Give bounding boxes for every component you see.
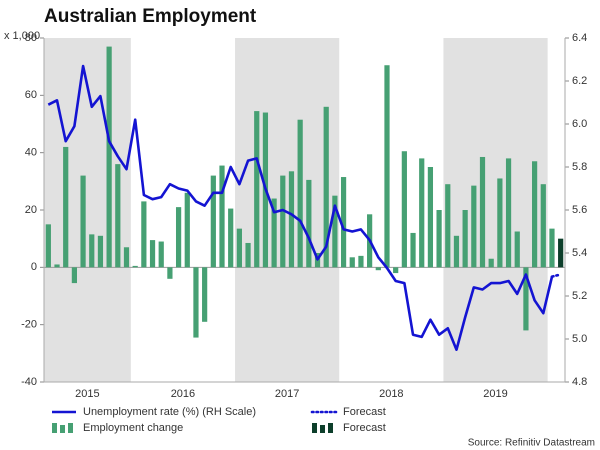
- legend-label: Employment change: [83, 422, 183, 434]
- y-tick-label: 20: [25, 204, 37, 216]
- bar: [401, 151, 407, 268]
- bar: [349, 257, 355, 268]
- bar: [97, 235, 104, 268]
- bar: [202, 267, 208, 322]
- plot-layer: [44, 38, 548, 382]
- bar: [427, 167, 434, 268]
- y-tick-label: 60: [25, 89, 37, 101]
- bar: [132, 265, 138, 268]
- bar: [245, 242, 251, 268]
- line: [47, 64, 554, 351]
- y2-tick-label: 6.0: [572, 118, 587, 130]
- x-tick-label: 2016: [171, 388, 195, 400]
- bar: [410, 232, 416, 268]
- legend-icon: [60, 425, 65, 433]
- bar: [393, 267, 399, 274]
- legend-icon: [328, 423, 333, 433]
- bar: [497, 178, 503, 268]
- line: [550, 273, 562, 278]
- bar: [375, 267, 381, 271]
- legend-label: Forecast: [343, 422, 386, 434]
- bar: [436, 210, 442, 268]
- bar: [549, 228, 555, 268]
- bar: [271, 198, 277, 268]
- bar: [488, 258, 494, 268]
- x-tick-label: 2015: [75, 388, 99, 400]
- legend-label: Forecast: [343, 406, 386, 418]
- y-tick-label: 40: [25, 147, 37, 159]
- bar: [210, 175, 216, 268]
- bar: [54, 264, 60, 268]
- bar: [175, 207, 182, 268]
- bar: [306, 179, 312, 268]
- y2-tick-label: 6.4: [572, 32, 587, 44]
- bar: [106, 46, 112, 268]
- bar: [123, 247, 130, 268]
- bar: [471, 185, 477, 268]
- bar: [158, 241, 164, 268]
- bar: [505, 158, 512, 268]
- bar: [558, 238, 564, 268]
- bar: [445, 184, 451, 268]
- bar: [453, 235, 460, 268]
- bar: [141, 201, 147, 268]
- year-band: [235, 38, 340, 382]
- source: Source: Refinitiv Datastream: [468, 438, 595, 449]
- bar: [419, 158, 425, 268]
- bar: [236, 228, 242, 268]
- bar: [167, 267, 173, 279]
- bar: [479, 156, 486, 268]
- y-tick-label: 80: [25, 32, 37, 44]
- y2-tick-label: 6.2: [572, 75, 587, 87]
- y-tick-label: -20: [21, 319, 37, 331]
- bar: [63, 146, 69, 268]
- bar: [340, 177, 347, 268]
- bar: [462, 210, 468, 268]
- legend-label: Unemployment rate (%) (RH Scale): [83, 406, 256, 418]
- bar: [288, 171, 295, 268]
- legend-icon: [312, 423, 317, 433]
- y2-tick-label: 5.4: [572, 247, 587, 259]
- bar: [89, 234, 95, 268]
- y2-tick-label: 5.2: [572, 290, 587, 302]
- legend-icon: [52, 423, 57, 433]
- bar: [184, 192, 190, 268]
- legend-icon: [320, 425, 325, 433]
- y-tick-label: -40: [21, 376, 37, 388]
- y2-tick-label: 5.6: [572, 204, 587, 216]
- y-tick-label: 0: [31, 261, 37, 273]
- bar: [71, 267, 77, 284]
- bar: [115, 164, 121, 268]
- bar: [532, 161, 538, 268]
- chart-title: Australian Employment: [44, 6, 257, 27]
- bar: [193, 267, 199, 338]
- y2-tick-label: 4.8: [572, 376, 587, 388]
- bar: [332, 195, 338, 268]
- bar: [523, 267, 529, 331]
- bar: [149, 240, 156, 268]
- bar: [219, 165, 225, 268]
- bar: [384, 65, 390, 268]
- bar: [228, 208, 234, 268]
- bar: [45, 224, 51, 268]
- y-unit-label: x 1,000: [4, 30, 40, 42]
- bar: [323, 106, 329, 268]
- bar: [514, 231, 520, 268]
- bar: [358, 255, 364, 268]
- legend-icon: [68, 423, 73, 433]
- bar: [80, 175, 86, 268]
- y2-tick-label: 5.8: [572, 161, 587, 173]
- x-tick-label: 2018: [379, 388, 403, 400]
- bar: [280, 175, 286, 268]
- bar: [254, 111, 260, 268]
- year-band: [443, 38, 548, 382]
- x-tick-label: 2017: [275, 388, 299, 400]
- bar: [297, 119, 303, 268]
- bar: [540, 184, 546, 268]
- y2-tick-label: 5.0: [572, 333, 587, 345]
- x-tick-label: 2019: [483, 388, 507, 400]
